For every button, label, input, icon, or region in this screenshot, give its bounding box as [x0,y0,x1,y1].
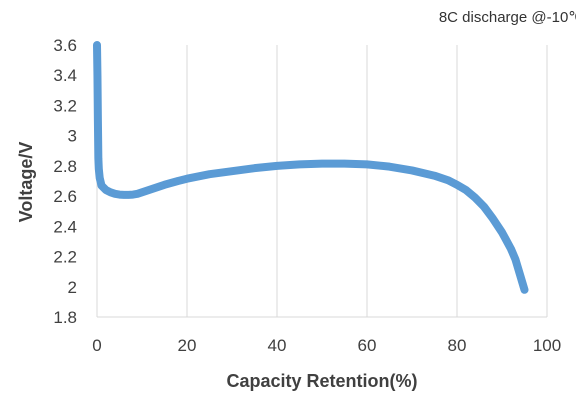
y-tick-label-3.6: 3.6 [53,36,77,55]
y-tick-label-2.8: 2.8 [53,157,77,176]
x-tick-label-60: 60 [358,336,377,355]
x-tick-label-100: 100 [533,336,561,355]
series-layer [93,41,529,294]
label-layer: 8C discharge @-10℃ Capacity Retention(%)… [16,9,576,391]
x-axis-title: Capacity Retention(%) [226,371,417,391]
x-tick-label-20: 20 [178,336,197,355]
y-tick-label-3.2: 3.2 [53,96,77,115]
y-tick-label-3: 3 [68,127,77,146]
y-tick-label-1.8: 1.8 [53,308,77,327]
x-tick-label-40: 40 [268,336,287,355]
y-tick-label-3.4: 3.4 [53,66,77,85]
x-tick-label-80: 80 [448,336,467,355]
series-line-0 [93,41,529,294]
y-axis-title: Voltage/V [16,142,36,223]
y-tick-label-2.2: 2.2 [53,248,77,267]
y-tick-label-2.4: 2.4 [53,217,77,236]
y-tick-label-2.6: 2.6 [53,187,77,206]
axis-layer: 0 20 40 60 80 100 1.8 2 2.2 2.4 2.6 2.8 3 3.2 3.4 3.6 [53,36,561,355]
chart-annotation: 8C discharge @-10℃ [439,9,576,26]
x-tick-label-0: 0 [92,336,101,355]
y-tick-label-2: 2 [68,278,77,297]
